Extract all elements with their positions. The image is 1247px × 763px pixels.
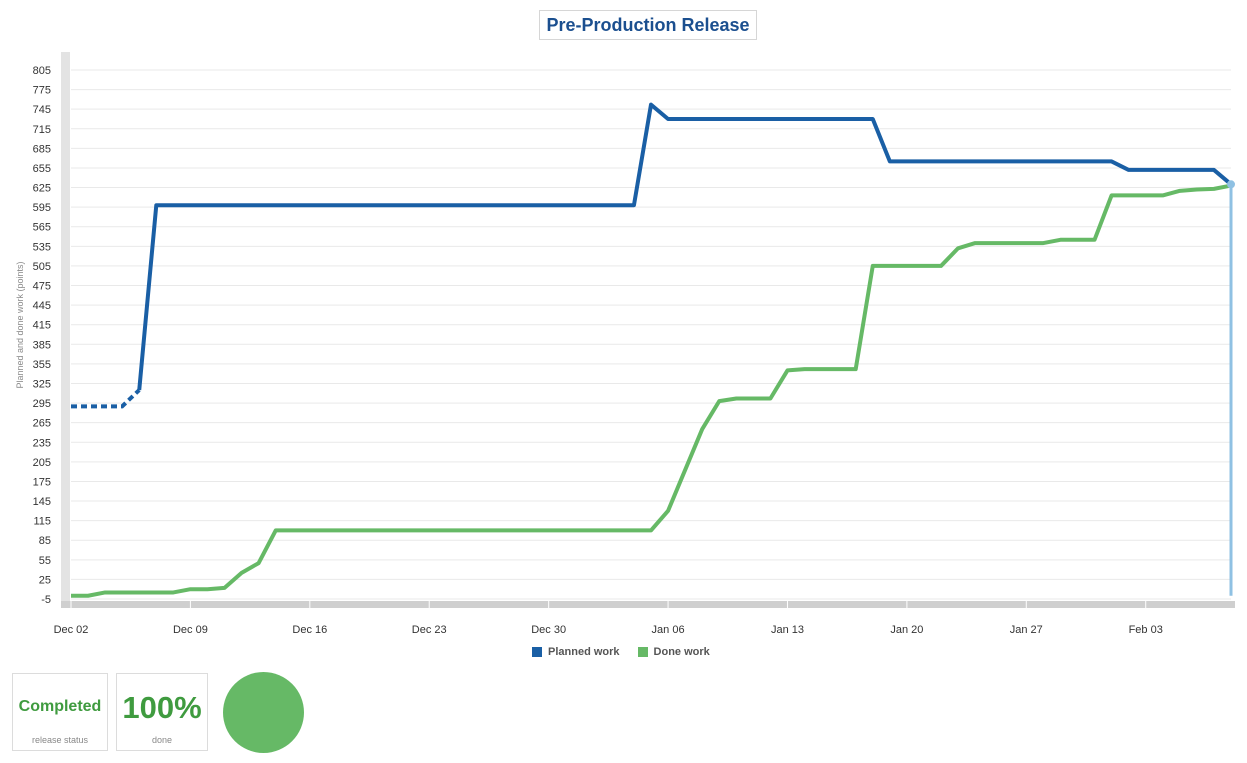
y-tick-label: 745 xyxy=(33,104,51,116)
legend-swatch-done xyxy=(637,647,648,657)
y-tick-label: 595 xyxy=(33,202,51,214)
done-percent-label: done xyxy=(151,735,173,745)
y-tick-label: 535 xyxy=(33,241,51,253)
legend-swatch-planned xyxy=(532,647,542,657)
chart-legend: Planned work Done work xyxy=(532,646,710,658)
chart-title: Pre-Production Release xyxy=(539,10,757,40)
x-tick-label: Dec 16 xyxy=(292,624,327,636)
y-tick-label: 385 xyxy=(33,339,51,351)
legend-label-done: Done work xyxy=(653,646,710,658)
y-tick-label: 655 xyxy=(33,163,51,175)
y-tick-label: 685 xyxy=(33,143,51,155)
y-tick-label: 205 xyxy=(33,457,51,469)
series-line-done xyxy=(71,183,1232,598)
legend-item-planned[interactable]: Planned work xyxy=(532,646,620,658)
y-tick-label: 505 xyxy=(33,261,51,273)
release-status-label: release status xyxy=(31,735,89,745)
y-tick-label: 715 xyxy=(33,124,51,136)
y-axis: -5 25 55 85 115 145 175 205 235 265 295 325 355 385 41… xyxy=(33,52,70,606)
series-line-planned xyxy=(137,102,1233,391)
x-tick-label: Jan 20 xyxy=(890,624,923,636)
y-tick-label: 355 xyxy=(33,359,51,371)
series-lines xyxy=(71,102,1235,598)
x-tick-label: Dec 09 xyxy=(173,624,208,636)
legend-item-done[interactable]: Done work xyxy=(637,646,710,658)
x-tick-label: Jan 06 xyxy=(652,624,685,636)
done-percent-card: 100% done xyxy=(116,673,208,751)
done-percent-value: 100% xyxy=(122,690,202,725)
y-tick-label: 415 xyxy=(33,320,51,332)
y-tick-label: 235 xyxy=(33,437,51,449)
current-day-point xyxy=(1227,180,1235,189)
x-axis-bar xyxy=(61,601,1235,608)
y-tick-label: 775 xyxy=(33,85,51,97)
y-tick-label: 265 xyxy=(33,418,51,430)
x-tick-label: Jan 13 xyxy=(771,624,804,636)
release-status-value: Completed xyxy=(18,698,102,715)
y-tick-label: 145 xyxy=(33,496,51,508)
x-tick-label: Dec 02 xyxy=(54,624,89,636)
burnup-chart: -5 25 55 85 115 145 175 205 235 265 295 325 355 385 41… xyxy=(15,52,1235,636)
y-tick-label: -5 xyxy=(41,594,51,606)
series-line-planned-dashed xyxy=(71,388,141,409)
y-tick-label: 55 xyxy=(39,555,51,567)
y-tick-label: 625 xyxy=(33,183,51,195)
y-axis-label: Planned and done work (points) xyxy=(15,261,25,388)
y-tick-label: 325 xyxy=(33,378,51,390)
x-tick-label: Jan 27 xyxy=(1010,624,1043,636)
y-tick-label: 805 xyxy=(33,65,51,77)
gridlines xyxy=(71,69,1231,600)
y-axis-bar xyxy=(61,52,70,605)
x-axis: Dec 02 Dec 09 Dec 16 Dec 23 Dec 30 Jan 06 Jan … xyxy=(54,601,1235,636)
y-tick-label: 445 xyxy=(33,300,51,312)
x-tick-label: Dec 30 xyxy=(531,624,566,636)
done-progress-pie xyxy=(223,672,304,753)
y-tick-label: 85 xyxy=(39,535,51,547)
y-tick-label: 565 xyxy=(33,222,51,234)
y-tick-label: 115 xyxy=(33,516,51,528)
y-tick-label: 25 xyxy=(39,574,51,586)
y-tick-label: 475 xyxy=(33,281,51,293)
x-tick-label: Feb 03 xyxy=(1129,624,1163,636)
y-tick-label: 175 xyxy=(33,476,51,488)
release-status-card: Completed release status xyxy=(12,673,108,751)
y-tick-label: 295 xyxy=(33,398,51,410)
legend-label-planned: Planned work xyxy=(548,646,620,658)
x-tick-label: Dec 23 xyxy=(412,624,447,636)
